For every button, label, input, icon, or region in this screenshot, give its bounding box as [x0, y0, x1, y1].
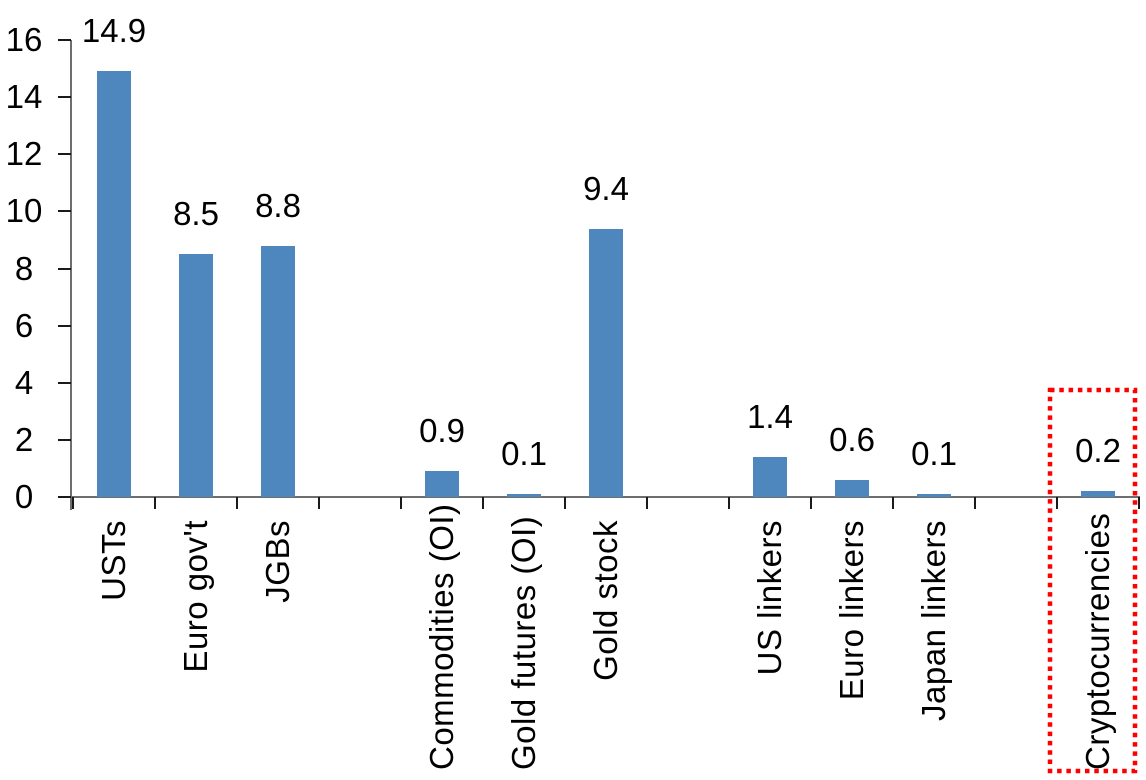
bar-cryptocurrencies — [1081, 491, 1115, 497]
y-axis-tick-label: 16 — [5, 21, 43, 58]
x-axis-tick — [564, 497, 566, 509]
x-axis-tick — [482, 497, 484, 509]
y-axis-tick-label: 2 — [14, 420, 34, 458]
y-axis-tick — [58, 438, 71, 441]
category-label-commodities-oi: Commodities (OI) — [423, 503, 460, 770]
x-axis-tick — [1056, 497, 1058, 509]
x-axis-tick — [974, 497, 976, 509]
category-label-jgbs: JGBs — [259, 520, 296, 603]
y-axis-tick-label: 8 — [14, 249, 34, 287]
bar-gold-futures-oi — [507, 494, 541, 497]
y-axis-tick-label: 0 — [14, 478, 34, 515]
value-label-cryptocurrencies: 0.2 — [1075, 432, 1121, 469]
value-label-gold-futures-oi: 0.1 — [501, 435, 547, 472]
x-axis-tick — [154, 497, 156, 509]
bar-gold-stock — [589, 229, 623, 497]
bar-euro-linkers — [835, 480, 869, 497]
bar-euro-gov-t — [179, 254, 213, 497]
y-axis-tick-label: 12 — [5, 135, 43, 173]
value-label-commodities-oi: 0.9 — [419, 412, 465, 449]
y-axis-tick — [58, 267, 71, 270]
y-axis-tick — [58, 153, 71, 156]
value-label-japan-linkers: 0.1 — [911, 435, 957, 472]
y-axis-tick — [58, 324, 71, 327]
value-label-jgbs: 8.8 — [255, 187, 301, 224]
category-label-gold-stock: Gold stock — [587, 520, 624, 681]
x-axis-tick — [318, 497, 320, 509]
bar-jgbs — [261, 246, 295, 497]
y-axis-tick-label: 6 — [14, 306, 34, 344]
bar-us-linkers — [753, 457, 787, 497]
value-label-euro-gov-t: 8.5 — [173, 195, 219, 232]
bar-usts — [97, 71, 131, 497]
y-axis-tick — [58, 96, 71, 99]
x-axis-tick — [646, 497, 648, 509]
category-label-gold-futures-oi: Gold futures (OI) — [505, 515, 542, 770]
category-label-euro-linkers: Euro linkers — [833, 520, 870, 701]
category-label-euro-gov-t: Euro gov't — [177, 520, 214, 673]
x-axis-tick — [400, 497, 402, 509]
y-axis-tick-label: 14 — [5, 78, 43, 116]
value-label-usts: 14.9 — [81, 12, 147, 49]
y-axis-tick — [58, 39, 71, 41]
y-axis-tick — [58, 381, 71, 384]
y-axis-tick-label: 4 — [14, 363, 34, 401]
x-axis-tick — [728, 497, 730, 509]
y-axis-tick — [58, 210, 71, 213]
value-label-gold-stock: 9.4 — [583, 170, 629, 207]
x-axis-line — [70, 496, 1140, 498]
bar-japan-linkers — [917, 494, 951, 497]
y-axis-tick-label: 10 — [5, 192, 43, 230]
category-label-cryptocurrencies: Cryptocurrencies — [1079, 512, 1116, 770]
x-axis-tick — [1138, 497, 1140, 509]
y-axis-tick — [58, 496, 71, 498]
bar-commodities-oi — [425, 471, 459, 497]
x-axis-tick — [892, 497, 894, 509]
category-label-japan-linkers: Japan linkers — [915, 520, 952, 721]
x-axis-tick — [236, 497, 238, 509]
x-axis-tick — [810, 497, 812, 509]
category-label-us-linkers: US linkers — [751, 520, 788, 676]
y-axis-line — [70, 40, 72, 510]
x-axis-tick — [72, 497, 74, 509]
value-label-us-linkers: 1.4 — [747, 398, 793, 435]
category-label-usts: USTs — [95, 520, 132, 601]
value-label-euro-linkers: 0.6 — [829, 421, 875, 458]
